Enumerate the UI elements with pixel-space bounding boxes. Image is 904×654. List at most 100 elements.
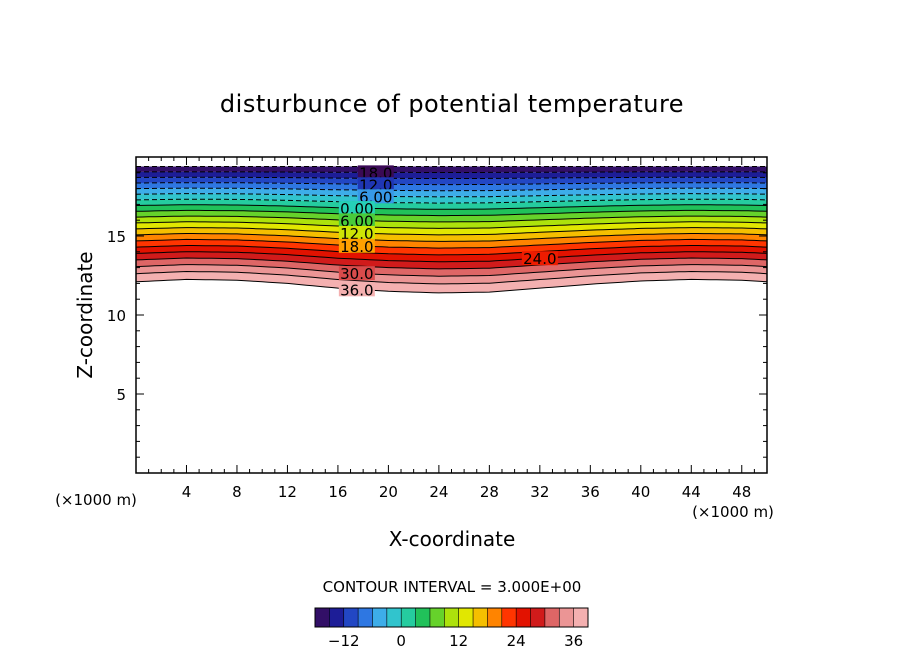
colorbar-tick-label: 36 <box>564 632 583 650</box>
contour-line <box>135 221 768 229</box>
contour-line <box>135 198 768 204</box>
contour-line <box>135 215 768 223</box>
contour-band <box>136 271 767 293</box>
contour-band <box>136 166 767 173</box>
contour-label-bg <box>338 225 375 240</box>
colorbar-cell <box>386 608 402 627</box>
contour-band <box>136 239 767 255</box>
colorbar-cell <box>444 608 459 627</box>
contour-label: 24.0 <box>523 250 556 268</box>
contour-label-bg <box>521 251 558 266</box>
colorbar-cell <box>501 608 517 627</box>
colorbar-cell <box>458 608 474 627</box>
contour-band <box>136 188 767 197</box>
contour-label: 30.0 <box>340 265 373 283</box>
contour-band <box>136 193 767 204</box>
colorbar-tick-label: 0 <box>396 632 406 650</box>
colorbar-cell <box>530 608 546 627</box>
y-tick-label: 15 <box>107 228 126 246</box>
chart-title: disturbunce of potential temperature <box>220 90 684 118</box>
contour-line <box>135 204 768 210</box>
contour-band <box>136 210 767 222</box>
contour-interval-text: CONTOUR INTERVAL = 3.000E+00 <box>323 578 582 596</box>
contour-label: 36.0 <box>340 281 373 299</box>
y-axis-label: Z-coordinate <box>73 251 97 378</box>
colorbar-tick-label: −12 <box>328 632 360 650</box>
contour-line <box>135 227 768 236</box>
contour-line <box>135 278 768 294</box>
contour-line <box>135 193 768 198</box>
contour-band <box>136 204 767 216</box>
x-tick-label: 36 <box>581 483 600 501</box>
contour-band <box>136 251 767 269</box>
contour-label: 18.0 <box>340 238 373 256</box>
x-tick-label: 12 <box>278 483 297 501</box>
y-tick-label: 5 <box>116 386 126 404</box>
contour-band <box>136 258 767 277</box>
colorbar-cell <box>473 608 488 627</box>
x-tick-label: 4 <box>182 483 192 501</box>
colorbar-cell <box>516 608 531 627</box>
contour-line <box>135 264 768 277</box>
contour-band <box>136 233 767 249</box>
contour-label-bg <box>338 201 375 216</box>
contour-band <box>136 227 767 242</box>
x-tick-label: 40 <box>631 483 650 501</box>
colorbar-cell <box>315 608 330 627</box>
colorbar-cell <box>401 608 416 627</box>
y-unit-label: (×1000 m) <box>55 491 137 509</box>
contour-band <box>136 199 767 210</box>
contour-line <box>135 245 768 256</box>
contour-label-bg <box>357 189 394 204</box>
y-tick-label: 10 <box>107 307 126 325</box>
contour-line <box>135 233 768 242</box>
plot-area <box>136 166 767 293</box>
x-tick-label: 20 <box>379 483 398 501</box>
colorbar-tick-label: 12 <box>449 632 468 650</box>
contour-label-bg <box>338 238 375 253</box>
colorbar-cell <box>329 608 345 627</box>
colorbar-cell <box>372 608 388 627</box>
contour-lines <box>135 166 768 294</box>
contour-label-bg <box>338 266 375 281</box>
contour-line <box>135 209 768 217</box>
x-axis-label: X-coordinate <box>389 527 516 551</box>
x-tick-label: 16 <box>328 483 347 501</box>
x-tick-label: 32 <box>530 483 549 501</box>
x-unit-label: (×1000 m) <box>692 503 774 521</box>
contour-line <box>136 182 767 186</box>
contour-label-bg <box>338 213 375 228</box>
contour-label: 6.00 <box>340 212 373 230</box>
contour-label-bg <box>357 177 394 192</box>
contour-line <box>135 171 768 173</box>
contour-line <box>135 187 768 192</box>
colorbar-cell <box>487 608 503 627</box>
contour-line <box>135 270 768 285</box>
colorbar-cell <box>343 608 359 627</box>
colorbar-cell <box>415 608 431 627</box>
contour-label-bg <box>338 282 375 297</box>
x-tick-label: 24 <box>429 483 448 501</box>
contour-line <box>135 257 768 270</box>
contour-line <box>135 176 768 179</box>
colorbar-cell <box>429 608 445 627</box>
colorbar-cell <box>573 608 589 627</box>
x-tick-label: 48 <box>732 483 751 501</box>
contour-band <box>136 264 767 284</box>
contour-line <box>135 251 768 263</box>
colorbar-cell <box>544 608 560 627</box>
colorbar: −12 0 12 24 36 <box>314 607 589 650</box>
contour-band <box>136 245 767 262</box>
x-tick-label: 8 <box>232 483 242 501</box>
contour-label-bg <box>357 165 394 180</box>
colorbar-tick-label: 24 <box>507 632 526 650</box>
x-tick-label: 44 <box>682 483 701 501</box>
colorbar-frame <box>314 607 589 628</box>
colorbar-cell <box>358 608 373 627</box>
contour-line <box>135 238 768 249</box>
colorbar-cell <box>559 608 574 627</box>
contour-label: 12.0 <box>340 225 373 243</box>
